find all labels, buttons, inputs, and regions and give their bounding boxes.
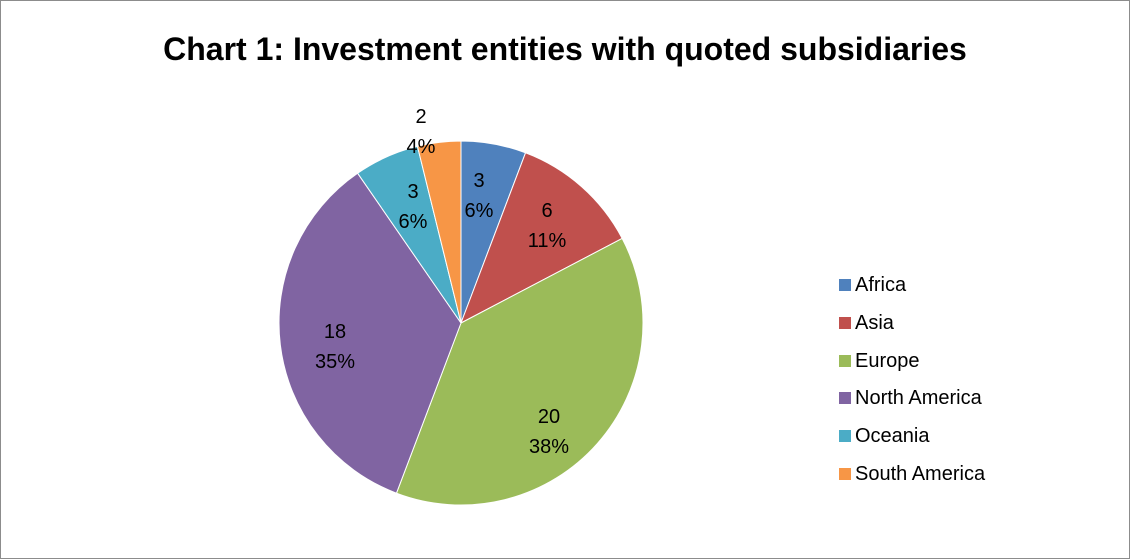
legend-swatch-oceania [839,430,851,443]
data-label-percent-oceania: 6% [399,211,428,233]
pie-slice-asia [460,152,623,325]
data-label-percent-asia: 11% [528,230,567,252]
data-label-percent-europe: 38% [529,436,569,458]
chart-title: Chart 1: Investment entities with quoted… [163,31,967,67]
legend-swatch-north-america [839,392,851,405]
data-label-percent-south-america: 4% [407,136,436,158]
data-label-value-europe: 20 [538,406,560,428]
data-label-value-africa: 3 [473,170,484,192]
data-label-value-south-america: 2 [415,106,426,128]
data-label-value-asia: 6 [541,200,552,222]
legend-label-africa: Africa [855,274,907,296]
data-label-percent-north-america: 35% [315,351,355,373]
data-label-percent-africa: 6% [465,200,494,222]
legend-label-asia: Asia [855,311,894,334]
data-label-value-north-america: 18 [324,321,346,343]
legend-label-europe: Europe [855,349,920,372]
legend-label-south-america: South America [855,462,986,485]
legend-swatch-south-america [839,467,851,480]
pie-slice-south-america [416,140,462,324]
pie-slice-north-america [278,172,462,494]
pie-slice-europe [395,237,644,506]
legend-swatch-europe [839,354,851,367]
legend-swatch-asia [839,316,851,329]
data-label-value-oceania: 3 [407,181,418,203]
legend-label-oceania: Oceania [855,425,930,448]
legend-swatch-africa [839,279,851,291]
legend-label-north-america: North America [855,387,982,410]
